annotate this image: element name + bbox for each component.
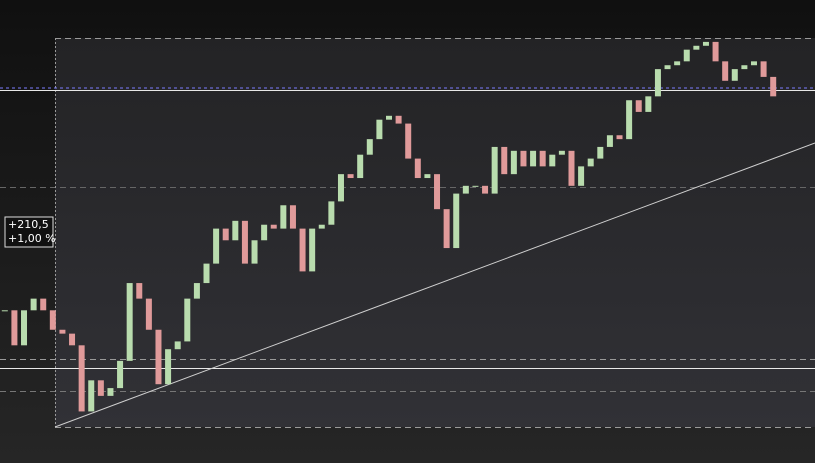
candle — [750, 61, 757, 66]
annotation: +210,5 — [8, 218, 49, 231]
candle — [424, 174, 431, 179]
candles — [1, 41, 777, 412]
trend-line — [54, 142, 815, 428]
candle — [174, 341, 181, 350]
candle — [347, 174, 354, 179]
candle — [674, 61, 681, 66]
candle — [88, 380, 95, 412]
candle — [11, 310, 18, 346]
candle — [645, 96, 652, 112]
candle — [664, 65, 671, 70]
candle — [558, 150, 565, 155]
candle — [232, 220, 239, 241]
candle — [261, 224, 268, 241]
candle — [193, 283, 200, 299]
candle — [405, 123, 412, 159]
candle — [203, 263, 210, 284]
candle — [683, 49, 690, 62]
candle — [597, 146, 604, 159]
candle — [1, 310, 8, 312]
candle — [107, 388, 114, 396]
candle — [184, 298, 191, 342]
candle — [530, 150, 537, 167]
candle — [145, 298, 152, 330]
candle — [21, 310, 28, 346]
annotation: +1,00 % — [8, 232, 56, 245]
candle — [578, 166, 585, 186]
candle — [635, 100, 642, 112]
candle — [241, 220, 248, 264]
candle — [251, 240, 258, 264]
candle — [722, 61, 729, 81]
candle — [309, 228, 316, 272]
candle — [741, 65, 748, 70]
candle — [654, 69, 661, 97]
annotation-box — [4, 216, 54, 248]
candle — [731, 69, 738, 81]
candle — [386, 115, 392, 120]
candle — [606, 135, 613, 147]
candle — [568, 150, 575, 186]
candle — [472, 185, 479, 187]
candle — [453, 193, 460, 249]
candle — [30, 298, 37, 311]
candle — [165, 349, 172, 385]
candle — [549, 154, 556, 167]
candle — [117, 360, 124, 389]
candle — [510, 150, 517, 175]
candle — [539, 150, 546, 167]
candle — [213, 228, 220, 264]
candle — [770, 76, 777, 97]
candle — [443, 209, 450, 249]
candle — [299, 228, 306, 272]
candle — [434, 174, 441, 210]
candle — [78, 345, 85, 412]
candle — [280, 205, 287, 229]
candle — [289, 205, 296, 229]
candle — [712, 41, 719, 62]
candle — [357, 154, 364, 179]
candle — [155, 329, 162, 385]
candle — [126, 283, 133, 361]
candle — [376, 119, 383, 140]
candle — [501, 146, 508, 175]
candle — [136, 283, 143, 299]
candle — [760, 61, 767, 77]
candle — [49, 310, 56, 330]
candle — [520, 150, 527, 167]
candle — [328, 201, 335, 225]
candle — [414, 158, 421, 179]
guide-lines — [0, 38, 815, 428]
candle — [693, 45, 700, 50]
candle — [587, 158, 594, 167]
candle — [462, 185, 469, 194]
candle — [482, 185, 489, 194]
candle — [59, 329, 66, 334]
candle — [318, 224, 325, 229]
candle — [222, 228, 229, 241]
candle — [40, 298, 47, 311]
candle — [626, 100, 633, 140]
candle — [270, 224, 277, 229]
candle — [366, 139, 373, 155]
candle — [97, 380, 104, 396]
candle — [616, 135, 623, 140]
candle — [395, 115, 402, 124]
plot-area — [55, 38, 815, 427]
candle — [69, 333, 76, 346]
candle — [491, 146, 498, 194]
candle — [702, 41, 709, 46]
candle — [337, 174, 344, 202]
